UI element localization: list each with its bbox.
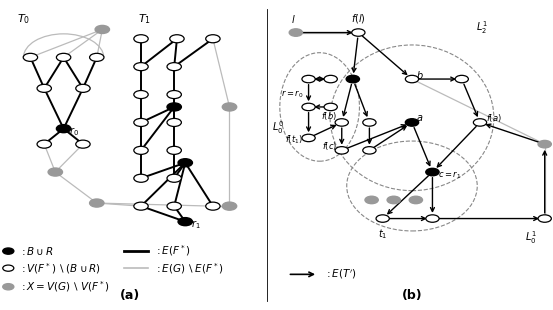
- Circle shape: [167, 202, 181, 210]
- Circle shape: [167, 174, 181, 182]
- Circle shape: [206, 35, 220, 43]
- Text: $T_0$: $T_0$: [17, 12, 30, 26]
- Text: $: E(G) \setminus E(F^*)$: $: E(G) \setminus E(F^*)$: [154, 261, 224, 276]
- Circle shape: [178, 159, 192, 167]
- Circle shape: [387, 196, 400, 204]
- Circle shape: [134, 91, 148, 99]
- Circle shape: [134, 118, 148, 126]
- Text: $r=r_0$: $r=r_0$: [280, 89, 303, 100]
- Circle shape: [302, 103, 315, 111]
- Circle shape: [538, 215, 551, 222]
- Text: $L_0^0$: $L_0^0$: [272, 119, 284, 135]
- Circle shape: [365, 196, 378, 204]
- Text: $r_1$: $r_1$: [191, 218, 200, 231]
- Circle shape: [134, 174, 148, 182]
- Text: $f(b)$: $f(b)$: [321, 110, 337, 122]
- Text: $: B \cup R$: $: B \cup R$: [19, 245, 54, 257]
- Text: $c=r_1$: $c=r_1$: [438, 169, 461, 181]
- Circle shape: [3, 265, 14, 271]
- Text: $: X = V(G) \setminus V(F^*)$: $: X = V(G) \setminus V(F^*)$: [19, 279, 111, 294]
- Circle shape: [167, 118, 181, 126]
- Circle shape: [37, 84, 51, 92]
- Circle shape: [352, 29, 365, 36]
- Circle shape: [134, 202, 148, 210]
- Circle shape: [134, 146, 148, 154]
- Circle shape: [90, 199, 104, 207]
- Circle shape: [90, 53, 104, 61]
- Circle shape: [289, 29, 302, 36]
- Text: $T_1$: $T_1$: [138, 12, 152, 26]
- Circle shape: [409, 196, 422, 204]
- Text: $: E(F^*)$: $: E(F^*)$: [154, 244, 190, 259]
- Circle shape: [56, 125, 71, 133]
- Circle shape: [363, 119, 376, 126]
- Circle shape: [335, 119, 348, 126]
- Circle shape: [376, 215, 389, 222]
- Circle shape: [324, 103, 337, 111]
- Text: $f(c)$: $f(c)$: [322, 140, 337, 152]
- Text: (b): (b): [401, 289, 422, 302]
- Circle shape: [3, 248, 14, 254]
- Circle shape: [170, 35, 184, 43]
- Circle shape: [335, 147, 348, 154]
- Circle shape: [405, 75, 419, 83]
- Circle shape: [3, 284, 14, 290]
- Circle shape: [167, 103, 181, 111]
- Circle shape: [167, 146, 181, 154]
- Circle shape: [76, 140, 90, 148]
- Circle shape: [405, 119, 419, 126]
- Circle shape: [37, 140, 51, 148]
- Text: $b$: $b$: [416, 69, 424, 81]
- Text: $f(l)$: $f(l)$: [351, 12, 366, 25]
- Text: $a$: $a$: [416, 113, 423, 123]
- Text: $L_0^1$: $L_0^1$: [525, 229, 537, 246]
- Circle shape: [178, 218, 192, 226]
- Circle shape: [134, 35, 148, 43]
- Text: $t_1$: $t_1$: [378, 227, 388, 241]
- Circle shape: [206, 202, 220, 210]
- Text: (a): (a): [120, 289, 140, 302]
- Circle shape: [302, 75, 315, 83]
- Circle shape: [302, 134, 315, 142]
- Circle shape: [222, 202, 237, 210]
- Circle shape: [167, 91, 181, 99]
- Circle shape: [324, 75, 337, 83]
- Circle shape: [56, 53, 71, 61]
- Text: $l$: $l$: [291, 13, 295, 25]
- Circle shape: [167, 63, 181, 71]
- Circle shape: [346, 75, 359, 83]
- Text: $f(a)$: $f(a)$: [486, 113, 502, 124]
- Text: $: V(F^*) \setminus (B \cup R)$: $: V(F^*) \setminus (B \cup R)$: [19, 261, 101, 276]
- Text: $f(t_1)$: $f(t_1)$: [285, 134, 303, 146]
- Circle shape: [538, 140, 551, 148]
- Circle shape: [473, 119, 487, 126]
- Text: $L_2^1$: $L_2^1$: [476, 20, 487, 36]
- Circle shape: [134, 63, 148, 71]
- Circle shape: [455, 75, 468, 83]
- Circle shape: [48, 168, 62, 176]
- Circle shape: [222, 103, 237, 111]
- Circle shape: [95, 25, 109, 33]
- Circle shape: [426, 168, 439, 176]
- Circle shape: [23, 53, 38, 61]
- Circle shape: [426, 215, 439, 222]
- Text: $r_0$: $r_0$: [69, 125, 79, 138]
- Text: $L_1^1$: $L_1^1$: [552, 125, 553, 142]
- Circle shape: [76, 84, 90, 92]
- Text: $: E(T')$: $: E(T')$: [324, 268, 356, 281]
- Circle shape: [363, 147, 376, 154]
